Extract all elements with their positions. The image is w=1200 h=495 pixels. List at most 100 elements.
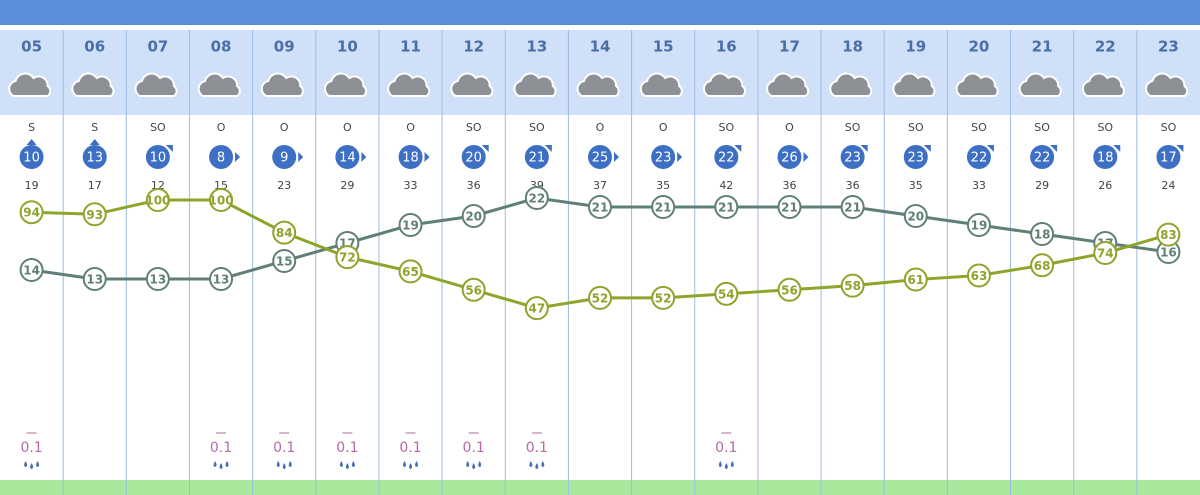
precipitation: 0.1	[715, 440, 737, 456]
rain-drop	[30, 463, 34, 469]
point-label: 94	[23, 206, 40, 220]
wind-speed: 13	[86, 151, 103, 166]
wind-gust: 26	[1098, 179, 1112, 192]
wind-arrow	[89, 139, 100, 145]
wind-speed: 10	[150, 151, 167, 166]
weather-icon	[513, 72, 557, 97]
point-label: 63	[971, 269, 988, 283]
wind-speed: 18	[1097, 151, 1114, 166]
point	[398, 213, 423, 237]
wind-direction: SO	[971, 121, 987, 134]
rain-drop	[415, 461, 419, 467]
hour-label: 19	[905, 38, 926, 56]
point-label: 21	[718, 201, 735, 215]
cloud	[766, 72, 810, 97]
cloud	[197, 72, 241, 97]
hour-label: 11	[400, 38, 421, 56]
wind-speed: 21	[529, 151, 546, 166]
hour-label: 20	[969, 38, 990, 56]
wind-direction: SO	[466, 121, 482, 134]
weather-icon	[8, 72, 52, 97]
point	[19, 200, 44, 225]
wind-speed-circle	[19, 145, 44, 169]
rain-drop	[351, 461, 355, 467]
wind-gust: 24	[1161, 179, 1175, 192]
point-label: 93	[86, 208, 103, 222]
point	[966, 263, 991, 288]
wind-arrow	[235, 152, 241, 162]
point-label: 58	[844, 279, 861, 293]
hour-label: 08	[211, 38, 232, 56]
wind-speed-circle	[524, 145, 549, 169]
wind-arrow	[803, 152, 809, 162]
cloud	[829, 72, 873, 97]
wind-arrow	[614, 152, 619, 162]
weather-icon	[1081, 72, 1125, 97]
hour-label: 23	[1158, 38, 1179, 56]
point	[145, 188, 170, 212]
point-label: 54	[718, 287, 735, 301]
wind-speed-circle	[335, 145, 360, 169]
wind-arrow	[361, 152, 367, 162]
weather-icon	[1018, 72, 1062, 97]
wind-speed-circle	[145, 145, 170, 169]
wind-arrow	[26, 139, 37, 145]
rain-drop	[276, 461, 280, 467]
point-label: 14	[23, 264, 40, 278]
wind-speed: 25	[592, 151, 609, 166]
hour-label: 10	[337, 38, 358, 56]
wind-gust: 33	[404, 179, 418, 192]
cloud	[1018, 72, 1062, 97]
point	[19, 258, 44, 282]
point-label: 19	[971, 219, 988, 233]
rain-drop	[541, 461, 545, 467]
wind-arrow	[860, 145, 868, 152]
point	[777, 195, 802, 219]
wind-direction: O	[343, 121, 352, 134]
wind-speed: 22	[971, 151, 988, 166]
point	[272, 249, 297, 273]
rain-drop	[472, 463, 476, 469]
rain-drop	[345, 463, 349, 469]
precipitation: 0.1	[526, 440, 548, 456]
wind-direction: O	[659, 121, 668, 134]
weather-icon	[639, 72, 683, 97]
wind-speed: 23	[655, 151, 672, 166]
wind-direction: SO	[718, 121, 734, 134]
point-label: 15	[276, 255, 293, 269]
wind-speed-circle	[1030, 145, 1055, 169]
wind-speed: 17	[1160, 151, 1177, 166]
hour-label: 22	[1095, 38, 1116, 56]
wind-gust: 29	[1035, 179, 1049, 192]
point-label: 21	[781, 201, 798, 215]
point-label: 21	[655, 201, 672, 215]
weather-icon	[1145, 72, 1189, 97]
weather-icon	[766, 72, 810, 97]
wind-speed-circle	[1156, 145, 1181, 169]
point	[1030, 222, 1055, 246]
rain-drop	[282, 463, 286, 469]
cloud	[387, 72, 431, 97]
wind-speed-circle	[398, 145, 423, 169]
point	[651, 285, 676, 310]
wind-direction: SO	[150, 121, 166, 134]
rain-drop	[225, 461, 229, 467]
hour-label: 14	[590, 38, 611, 56]
weather-icon	[702, 72, 746, 97]
wind-direction: SO	[1097, 121, 1113, 134]
wind-speed-circle	[82, 145, 107, 169]
wind-direction: SO	[529, 121, 545, 134]
cloud	[71, 72, 115, 97]
wind-gust: 36	[782, 179, 796, 192]
hour-label: 16	[716, 38, 737, 56]
hour-label: 05	[21, 38, 42, 56]
rain-drop	[219, 463, 223, 469]
wind-arrow	[481, 145, 489, 152]
weather-icon	[829, 72, 873, 97]
point-label: 16	[1160, 246, 1177, 260]
hour-label: 06	[84, 38, 105, 56]
hour-label: 17	[779, 38, 800, 56]
rain-drop	[730, 461, 734, 467]
precipitation: 0.1	[336, 440, 358, 456]
